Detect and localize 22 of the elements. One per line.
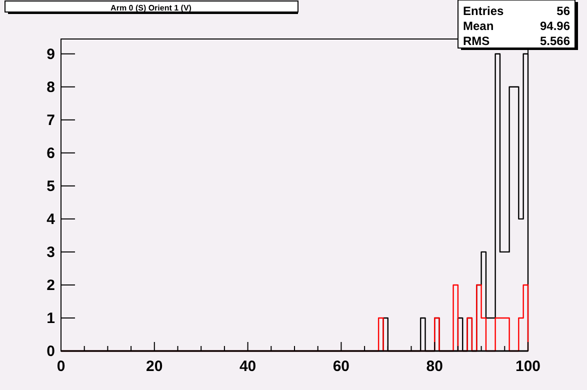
y-tick-label: 9 [46, 46, 55, 63]
x-tick-label: 100 [515, 358, 541, 375]
text: 5.566 [540, 34, 570, 48]
y-tick-label: 3 [46, 244, 55, 261]
x-tick-label: 40 [239, 358, 256, 375]
y-tick-label: 2 [46, 276, 55, 294]
y-tick-label: 1 [46, 310, 55, 327]
text: 94.96 [540, 19, 570, 33]
x-tick-label: 80 [426, 358, 443, 375]
x-tick-label: 20 [146, 358, 163, 375]
text: Entries [463, 4, 504, 18]
text: 56 [556, 4, 570, 18]
y-tick-label: 5 [46, 178, 55, 195]
y-tick-label: 8 [46, 78, 55, 96]
annotation: RMS [463, 34, 490, 48]
y-tick-label: 7 [46, 112, 55, 129]
chart-title: Arm 0 (S) Orient 1 (V) [110, 4, 192, 12]
x-tick-label: 60 [332, 358, 350, 375]
text: Mean [463, 19, 494, 33]
y-tick-label: 6 [46, 144, 55, 162]
y-tick-label: 4 [46, 210, 56, 228]
y-tick-label: 0 [46, 343, 55, 360]
